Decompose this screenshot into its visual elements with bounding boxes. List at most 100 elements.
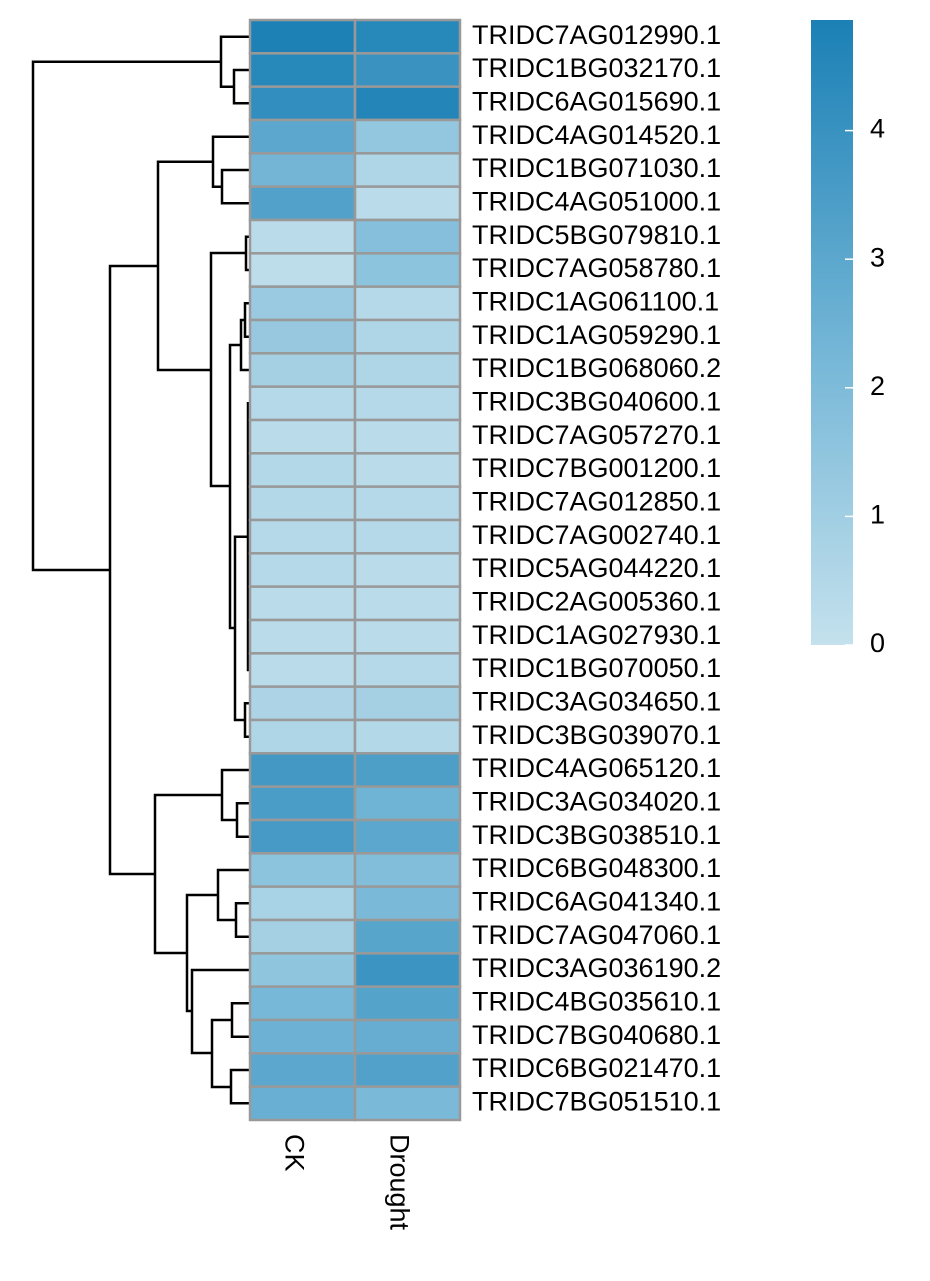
heatmap-cell bbox=[248, 118, 357, 155]
row-label: TRIDC1BG070050.1 bbox=[472, 653, 721, 683]
heatmap-cell bbox=[248, 52, 357, 88]
heatmap-cell bbox=[353, 618, 462, 655]
heatmap-cell bbox=[248, 252, 357, 288]
row-label: TRIDC4AG065120.1 bbox=[472, 753, 721, 783]
heatmap-cell bbox=[248, 18, 357, 55]
heatmap-cell bbox=[248, 552, 357, 588]
heatmap-cell bbox=[353, 252, 462, 288]
heatmap-cell bbox=[353, 152, 462, 188]
heatmap-cell bbox=[353, 652, 462, 688]
heatmap-cell bbox=[248, 318, 357, 355]
heatmap-cell bbox=[248, 85, 357, 122]
column-label: CK bbox=[279, 1134, 309, 1172]
row-label: TRIDC5BG079810.1 bbox=[472, 220, 721, 250]
heatmap-cell bbox=[248, 485, 357, 522]
heatmap-cell bbox=[353, 718, 462, 755]
row-label: TRIDC4AG051000.1 bbox=[472, 186, 721, 216]
row-label: TRIDC7AG058780.1 bbox=[472, 253, 721, 283]
heatmap-cell bbox=[353, 752, 462, 788]
heatmap-cell bbox=[248, 152, 357, 188]
heatmap-cell bbox=[353, 1052, 462, 1088]
heatmap-cell bbox=[248, 918, 357, 955]
row-label: TRIDC1BG071030.1 bbox=[472, 153, 721, 183]
heatmap-cell bbox=[248, 852, 357, 888]
heatmap-cell bbox=[248, 952, 357, 988]
heatmap-cell bbox=[353, 985, 462, 1022]
heatmap-cell bbox=[353, 585, 462, 622]
heatmap-cell bbox=[353, 218, 462, 255]
row-label: TRIDC1BG032170.1 bbox=[472, 53, 721, 83]
heatmap-cell bbox=[353, 785, 462, 822]
heatmap-cell bbox=[248, 885, 357, 922]
dendrogram bbox=[31, 35, 250, 1105]
heatmap-cell bbox=[248, 185, 357, 222]
row-label: TRIDC1AG027930.1 bbox=[472, 620, 721, 650]
colorbar-tick-label: 0 bbox=[870, 628, 885, 658]
row-label: TRIDC2AG005360.1 bbox=[472, 586, 721, 616]
row-label: TRIDC3BG038510.1 bbox=[472, 820, 721, 850]
heatmap-cell bbox=[353, 852, 462, 888]
row-label: TRIDC1AG059290.1 bbox=[472, 320, 721, 350]
heatmap-cell bbox=[353, 685, 462, 722]
heatmap-cell bbox=[248, 818, 357, 855]
heatmap-cell bbox=[353, 518, 462, 555]
colorbar-tick-label: 3 bbox=[870, 242, 885, 272]
column-label: Drought bbox=[384, 1134, 414, 1231]
heatmap-cell bbox=[353, 552, 462, 588]
heatmap-cell bbox=[353, 952, 462, 988]
row-label: TRIDC3AG034650.1 bbox=[472, 686, 721, 716]
heatmap-cell bbox=[353, 1085, 462, 1122]
heatmap-cell bbox=[248, 452, 357, 488]
row-label: TRIDC7AG002740.1 bbox=[472, 520, 721, 550]
heatmap-cell bbox=[248, 418, 357, 455]
heatmap-cell bbox=[353, 318, 462, 355]
colorbar-tick-label: 2 bbox=[870, 371, 885, 401]
row-label: TRIDC7AG012850.1 bbox=[472, 486, 721, 516]
heatmap-cell bbox=[353, 1018, 462, 1055]
row-label: TRIDC6AG041340.1 bbox=[472, 886, 721, 916]
heatmap-cell bbox=[353, 18, 462, 55]
heatmap-cell bbox=[248, 285, 357, 322]
heatmap-cell bbox=[353, 185, 462, 222]
row-label: TRIDC3BG040600.1 bbox=[472, 386, 721, 416]
row-label: TRIDC6BG048300.1 bbox=[472, 853, 721, 883]
heatmap-cell bbox=[248, 652, 357, 688]
heatmap-cell bbox=[248, 985, 357, 1022]
heatmap-cell bbox=[248, 218, 357, 255]
colorbar-tick-label: 4 bbox=[870, 114, 885, 144]
row-label: TRIDC3BG039070.1 bbox=[472, 720, 721, 750]
heatmap-cell bbox=[353, 285, 462, 322]
row-label: TRIDC4BG035610.1 bbox=[472, 986, 721, 1016]
heatmap-cell bbox=[248, 718, 357, 755]
heatmap-cell bbox=[353, 885, 462, 922]
row-label: TRIDC3AG036190.2 bbox=[472, 953, 721, 983]
heatmap-cell bbox=[248, 752, 357, 788]
row-label: TRIDC3AG034020.1 bbox=[472, 786, 721, 816]
heatmap-cell bbox=[353, 118, 462, 155]
row-label: TRIDC7AG012990.1 bbox=[472, 20, 721, 50]
heatmap-cell bbox=[353, 452, 462, 488]
heatmap-cell bbox=[353, 818, 462, 855]
row-label: TRIDC5AG044220.1 bbox=[472, 553, 721, 583]
heatmap-cell bbox=[248, 1018, 357, 1055]
heatmap-cell bbox=[248, 352, 357, 388]
heatmap-cell bbox=[353, 385, 462, 422]
row-label: TRIDC7AG047060.1 bbox=[472, 920, 721, 950]
row-label: TRIDC7BG001200.1 bbox=[472, 453, 721, 483]
heatmap-cell bbox=[353, 52, 462, 88]
row-label: TRIDC1BG068060.2 bbox=[472, 353, 721, 383]
heatmap-cell bbox=[353, 918, 462, 955]
row-label: TRIDC4AG014520.1 bbox=[472, 120, 721, 150]
heatmap-cell bbox=[353, 85, 462, 122]
row-label: TRIDC7BG040680.1 bbox=[472, 1020, 721, 1050]
colorbar-tick-label: 1 bbox=[870, 500, 885, 530]
heatmap-cell bbox=[248, 1052, 357, 1088]
colorbar bbox=[811, 20, 853, 645]
heatmap-cell bbox=[248, 1085, 357, 1122]
heatmap-cell bbox=[353, 352, 462, 388]
heatmap-cell bbox=[248, 518, 357, 555]
heatmap-cell bbox=[248, 685, 357, 722]
heatmap-cell bbox=[248, 785, 357, 822]
heatmap-cell bbox=[353, 485, 462, 522]
